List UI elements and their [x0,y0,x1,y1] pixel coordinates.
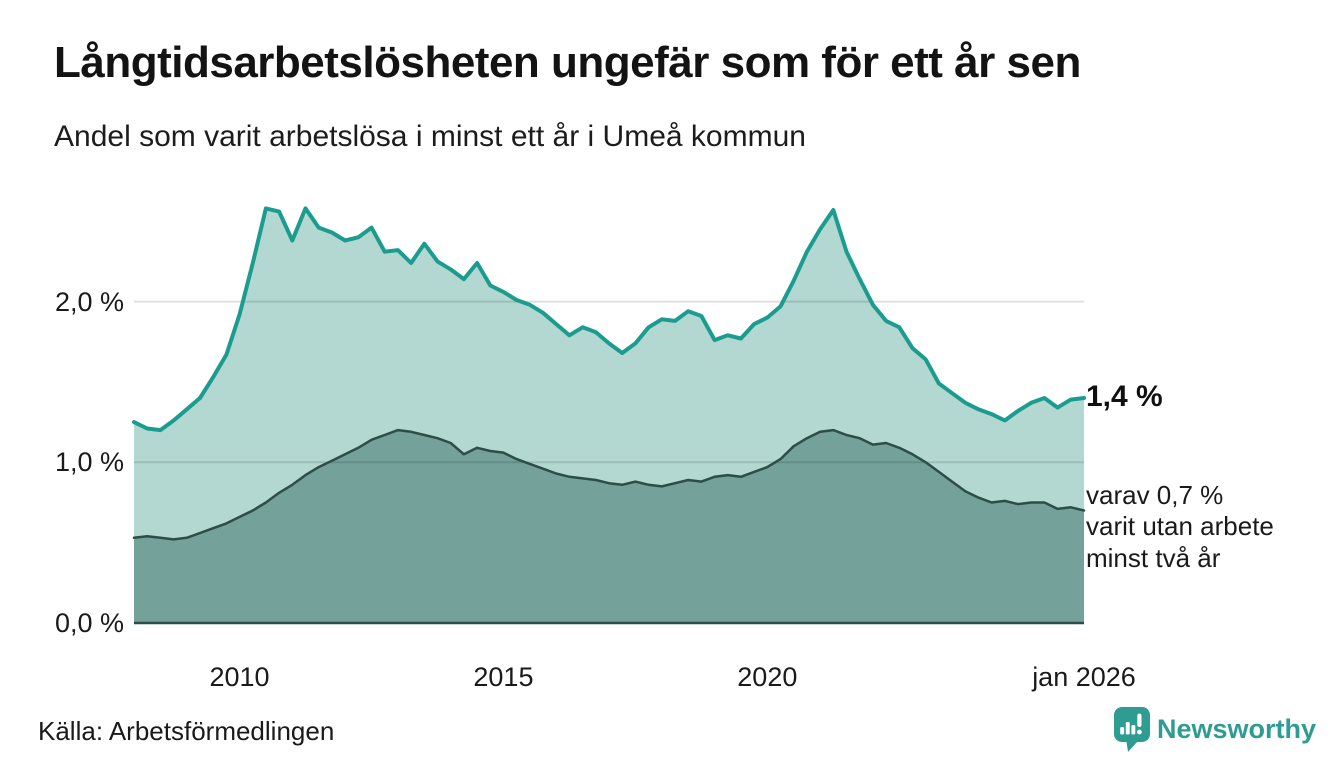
x-tick-label: 2015 [473,662,534,692]
breakdown-line-2: varit utan arbete [1086,511,1274,541]
breakdown-annotation: varav 0,7 % varit utan arbete minst två … [1086,480,1274,575]
series-line-two-years [132,428,1086,541]
source-credit: Källa: Arbetsförmedlingen [38,716,335,746]
area-fill-unemployed-two-years [134,430,1084,623]
y-tick-label: 0,0 % [54,608,124,638]
newsworthy-wordmark: Newsworthy [1157,714,1317,744]
breakdown-line-1: varav 0,7 % [1086,479,1224,510]
x-tick-label: 2020 [737,662,798,692]
chart-subtitle: Andel som varit arbetslösa i minst ett å… [54,120,806,153]
y-tick-label: 1,0 % [54,447,124,478]
series-line-one-year [132,206,1086,433]
y-tick-label: 2,0 % [54,286,124,317]
x-tick-label: 2010 [209,662,270,692]
newsworthy-icon [1114,707,1150,752]
breakdown-line-3: minst två år [1086,542,1221,573]
chart-title: Långtidsarbetslösheten ungefär som för e… [54,38,1081,87]
newsworthy-logo[interactable]: Newsworthy [1113,706,1316,754]
last-value-label: 1,4 % [1086,380,1163,413]
x-tick-label: jan 2026 [1032,662,1136,692]
